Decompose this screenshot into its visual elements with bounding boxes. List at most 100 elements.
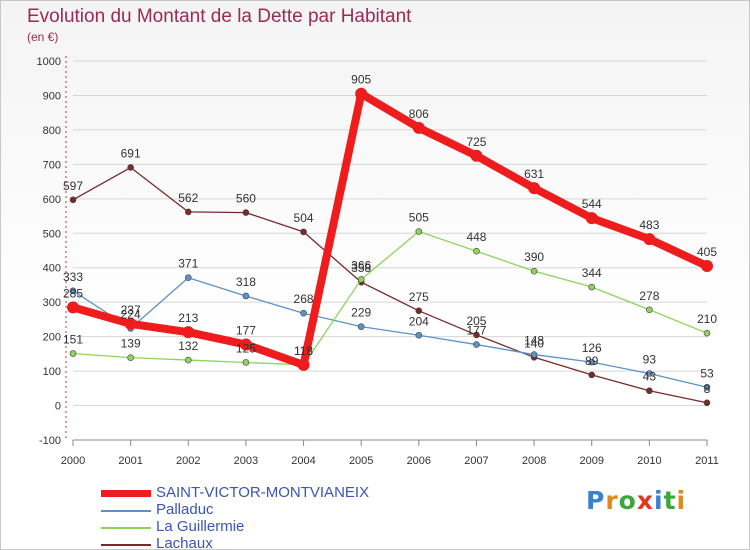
data-label: 132 — [178, 339, 198, 353]
series-line — [72, 166, 708, 404]
x-tick-label: 2011 — [695, 455, 719, 467]
data-point — [242, 359, 250, 366]
series-line — [72, 230, 708, 366]
data-point — [124, 317, 137, 330]
data-point — [69, 350, 77, 357]
data-point — [646, 387, 653, 395]
y-tick-label: 400 — [43, 263, 61, 275]
data-point — [588, 358, 596, 366]
x-tick-label: 2001 — [118, 455, 142, 467]
logo-letter: o — [618, 486, 637, 515]
y-tick-label: 900 — [43, 90, 61, 102]
y-tick-label: 0 — [55, 401, 61, 413]
logo-letter: r — [605, 486, 619, 515]
data-point — [415, 307, 423, 315]
data-label: 148 — [524, 334, 544, 348]
data-point — [703, 399, 711, 407]
data-point — [357, 323, 365, 330]
data-point — [300, 228, 307, 236]
legend-swatch — [101, 527, 151, 529]
y-tick-label: 1000 — [37, 56, 61, 68]
x-tick-label: 2003 — [234, 455, 258, 467]
line-chart: -100 0 100 200 300 400 500 600 700 800 900 1000 2000… — [37, 56, 719, 467]
data-label: 560 — [236, 192, 256, 206]
data-label: 53 — [700, 366, 714, 380]
data-point — [585, 212, 598, 225]
data-label: 905 — [351, 73, 371, 87]
data-point — [473, 331, 480, 339]
data-point — [703, 329, 711, 337]
data-point — [703, 383, 711, 391]
legend-label: Lachaux — [156, 535, 213, 550]
data-label: 237 — [121, 303, 141, 317]
data-label: 229 — [351, 306, 371, 320]
x-tick-label: 2005 — [349, 455, 373, 467]
data-point — [69, 196, 77, 204]
data-point — [355, 87, 368, 100]
legend-swatch — [101, 510, 151, 512]
series-line — [72, 277, 708, 388]
data-point — [182, 326, 195, 339]
data-label: 177 — [236, 324, 256, 338]
data-label: 204 — [409, 314, 429, 328]
logo-letter: P — [586, 486, 606, 515]
data-point — [69, 287, 77, 295]
data-label: 504 — [294, 211, 314, 225]
data-label: 358 — [351, 261, 371, 275]
data-label: 562 — [178, 191, 198, 205]
x-tick-label: 2010 — [637, 455, 661, 467]
x-tick-label: 2004 — [291, 455, 315, 467]
data-point — [530, 267, 538, 275]
data-point — [588, 371, 596, 379]
y-tick-label: 200 — [43, 332, 61, 344]
data-point — [473, 247, 480, 255]
y-tick-label: 500 — [43, 228, 61, 240]
legend-label: La Guillermie — [156, 518, 245, 535]
data-label: 177 — [466, 324, 486, 338]
data-point — [646, 306, 653, 314]
data-point — [297, 358, 310, 371]
data-label: 126 — [582, 341, 602, 355]
data-label: 278 — [639, 289, 659, 303]
data-label: 118 — [294, 344, 313, 358]
data-label: 89 — [585, 354, 599, 368]
data-label: 597 — [63, 179, 83, 193]
data-label: 213 — [178, 311, 198, 325]
data-label: 405 — [697, 245, 717, 259]
data-label: 93 — [643, 353, 657, 367]
data-label: 285 — [63, 286, 83, 300]
legend-label: SAINT-VICTOR-MONTVIANEIX — [156, 484, 370, 501]
data-point — [588, 283, 596, 291]
data-point — [242, 209, 250, 216]
data-point — [300, 309, 307, 317]
y-tick-label: 100 — [43, 366, 61, 378]
data-label: 210 — [697, 312, 717, 326]
data-point — [701, 260, 713, 273]
data-point — [415, 228, 423, 235]
logo-letter: t — [663, 486, 677, 515]
data-point — [184, 356, 192, 364]
data-label: 205 — [466, 314, 486, 328]
x-tick-label: 2000 — [61, 455, 85, 467]
data-point — [415, 331, 423, 339]
data-label: 151 — [63, 333, 83, 347]
data-label: 806 — [409, 107, 429, 121]
data-point — [473, 341, 480, 348]
data-point — [528, 182, 541, 195]
data-label: 390 — [524, 250, 544, 264]
data-label: 448 — [466, 230, 486, 244]
legend-swatch — [101, 544, 151, 546]
y-tick-label: 600 — [43, 194, 61, 206]
data-label: 371 — [178, 257, 198, 271]
data-point — [357, 276, 365, 283]
x-tick-label: 2009 — [579, 455, 603, 467]
legend-swatch — [101, 490, 151, 497]
data-point — [646, 370, 653, 377]
data-point — [643, 233, 656, 246]
logo-letter: x — [636, 486, 654, 515]
data-point — [239, 338, 252, 351]
data-point — [67, 301, 79, 314]
data-point — [470, 149, 483, 162]
y-tick-label: 700 — [43, 159, 61, 171]
data-label: 631 — [524, 167, 544, 181]
